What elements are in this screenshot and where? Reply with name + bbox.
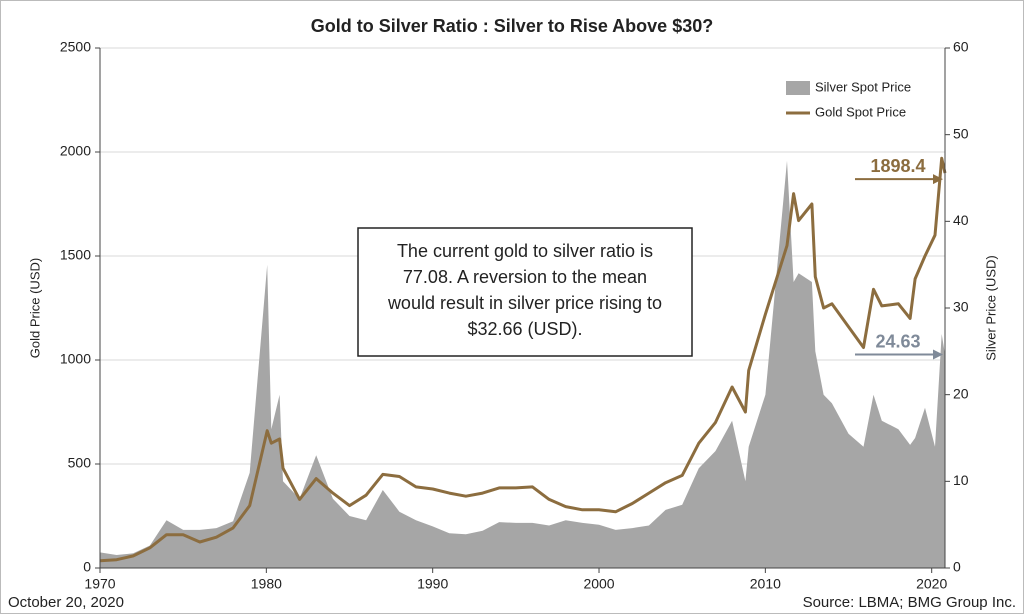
annotation-box	[357, 227, 693, 357]
y2-axis-title: Silver Price (USD)	[983, 255, 998, 360]
callout-label: 24.63	[875, 331, 920, 351]
source-note: Source: LBMA; BMG Group Inc.	[803, 594, 1016, 611]
y-axis-title: Gold Price (USD)	[27, 258, 42, 358]
x-tick-label: 2000	[583, 576, 614, 592]
x-tick-label: 1970	[84, 576, 115, 592]
y2-tick-label: 20	[953, 385, 969, 401]
y-tick-label: 2000	[60, 143, 91, 159]
x-tick-label: 2010	[750, 576, 781, 592]
x-tick-label: 2020	[916, 576, 947, 592]
x-tick-label: 1980	[251, 576, 282, 592]
x-tick-label: 1990	[417, 576, 448, 592]
annotation-line: 77.08. A reversion to the mean	[403, 267, 647, 287]
legend-label: Gold Spot Price	[815, 104, 906, 119]
y2-tick-label: 50	[953, 125, 969, 141]
y-tick-label: 500	[68, 455, 92, 471]
legend-swatch	[786, 81, 810, 95]
callout-head	[933, 349, 943, 360]
y2-tick-label: 0	[953, 559, 961, 575]
y-tick-label: 1500	[60, 247, 91, 263]
y-tick-label: 0	[83, 559, 91, 575]
annotation-line: would result in silver price rising to	[387, 293, 662, 313]
y-tick-label: 1000	[60, 351, 91, 367]
chart-title: Gold to Silver Ratio : Silver to Rise Ab…	[311, 16, 713, 36]
date-note: October 20, 2020	[8, 594, 124, 611]
legend-label: Silver Spot Price	[815, 79, 911, 94]
silver-area	[100, 160, 945, 568]
callout-head	[933, 174, 943, 185]
y2-tick-label: 40	[953, 212, 969, 228]
gold-line	[99, 156, 947, 563]
y-tick-label: 2500	[60, 39, 91, 55]
annotation-line: The current gold to silver ratio is	[397, 241, 653, 261]
y2-tick-label: 30	[953, 299, 969, 315]
y2-tick-label: 60	[953, 39, 969, 55]
y2-tick-label: 10	[953, 472, 969, 488]
callout-label: 1898.4	[870, 156, 925, 176]
annotation-line: $32.66 (USD).	[467, 319, 582, 339]
